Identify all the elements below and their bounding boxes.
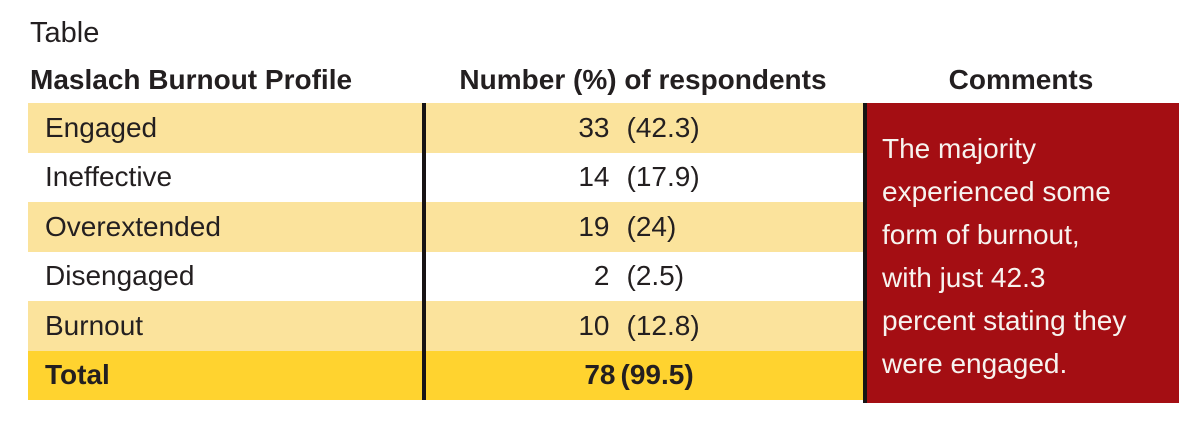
respondents-cell: 14 (17.9) [423,161,863,193]
percent-value: (17.9) [626,161,700,193]
table-row-engaged: Engaged 33 (42.3) [28,103,863,153]
count-value: 14 [578,161,610,193]
respondents-cell: 33 (42.3) [423,112,863,144]
header-cell-comments: Comments [948,63,1094,95]
figure-title: Table [30,17,100,49]
table-row-ineffective: Ineffective 14 (17.9) [28,152,863,202]
respondents-cell: 10 (12.8) [423,310,863,342]
profile-label: Disengaged [45,260,195,292]
table-row-overextended: Overextended 19 (24) [28,202,863,252]
count-value: 10 [578,309,610,341]
table-body: Engaged 33 (42.3) Ineffective 14 (17.9) … [28,103,863,400]
comments-box: The majority experienced some form of bu… [867,103,1179,403]
profile-label: Total [45,359,110,391]
comment-line: with just 42.3 [882,262,1046,293]
count-value: 19 [578,210,610,242]
comment-line: form of burnout, [882,219,1080,250]
header-cell-number: Number (%) of respondents [459,63,827,95]
profile-label: Ineffective [45,161,173,193]
percent-value: (42.3) [626,111,700,143]
header-cell-profile: Maslach Burnout Profile [30,63,353,95]
profile-label: Burnout [45,309,144,341]
percent-value: (12.8) [626,309,700,341]
column-divider-number-comments [863,103,867,403]
percent-value: (2.5) [626,260,685,292]
respondents-cell: 19 (24) [423,211,863,243]
respondents-cell: 2 (2.5) [423,260,863,292]
table-row-disengaged: Disengaged 2 (2.5) [28,251,863,301]
table-header-row: Maslach Burnout Profile Number (%) of re… [28,57,1179,102]
table-row-total: Total 78 (99.5) [28,350,863,400]
comment-line: were engaged. [882,348,1068,379]
comment-line: percent stating they [882,305,1127,336]
percent-value: (24) [626,210,677,242]
table-row-burnout: Burnout 10 (12.8) [28,301,863,351]
percent-value: (99.5) [620,359,694,391]
count-value: 33 [578,111,610,143]
comment-line: experienced some [882,176,1111,207]
count-value: 2 [593,260,610,292]
respondents-cell: 78 (99.5) [423,359,863,391]
column-divider-profile-number [422,103,426,400]
comment-line: The majority [882,133,1037,164]
profile-label: Overextended [45,210,221,242]
count-value: 78 [584,359,616,391]
profile-label: Engaged [45,111,158,143]
